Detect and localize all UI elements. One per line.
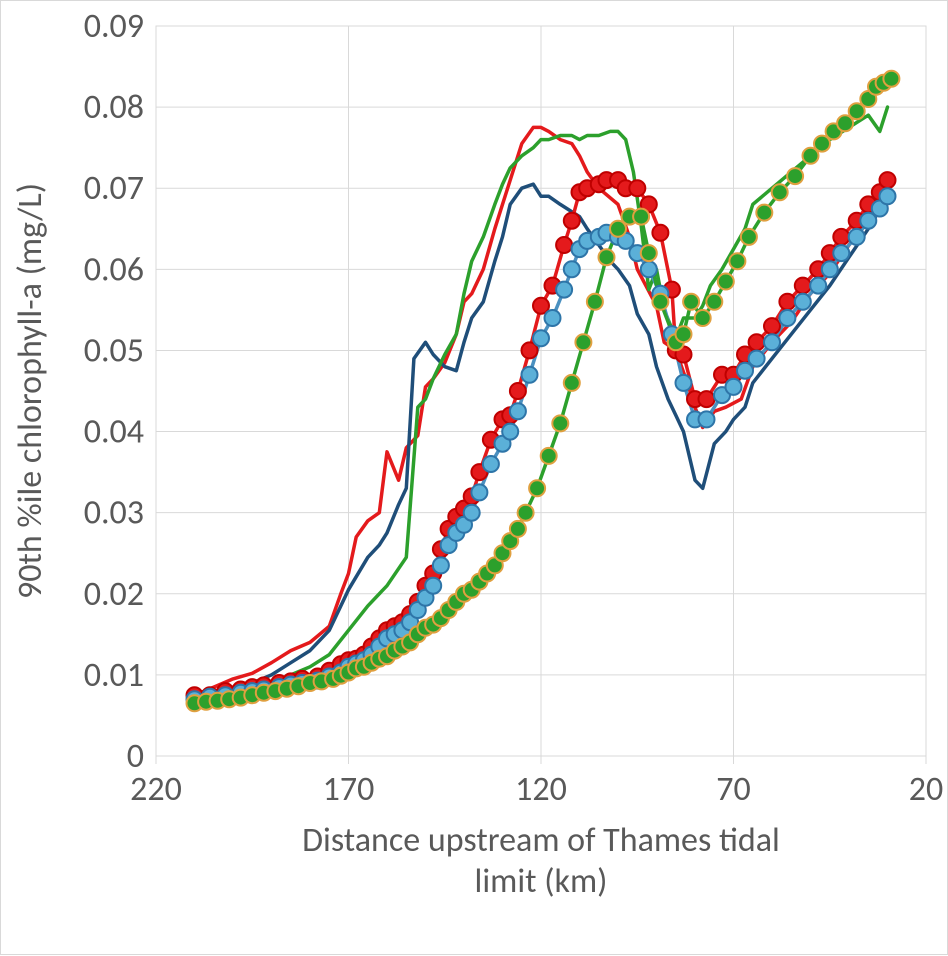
x-tick-label: 220 — [130, 769, 182, 810]
y-tick-label: 0.07 — [84, 168, 144, 209]
x-tick-label: 70 — [716, 769, 750, 810]
chart-svg: 00.010.020.030.040.050.060.070.080.09220… — [1, 1, 948, 956]
y-tick-label: 0.05 — [84, 330, 144, 371]
y-tick-label: 0.03 — [84, 493, 144, 534]
series-line-markers_green — [195, 79, 892, 704]
y-tick-label: 0.08 — [84, 87, 144, 128]
y-tick-label: 0.01 — [84, 655, 144, 696]
x-tick-label: 20 — [909, 769, 943, 810]
x-tick-label: 170 — [323, 769, 375, 810]
series-markers-markers_green — [187, 71, 900, 712]
y-tick-label: 0.02 — [84, 574, 144, 615]
y-tick-label: 0.09 — [84, 6, 144, 47]
chart-container: 00.010.020.030.040.050.060.070.080.09220… — [0, 0, 948, 955]
y-tick-label: 0.06 — [84, 249, 144, 290]
x-axis-title: Distance upstream of Thames tidallimit (… — [302, 820, 780, 902]
series-group — [187, 71, 900, 712]
y-axis-title: 90th %ile chlorophyll-a (mg/L) — [10, 183, 51, 599]
x-tick-label: 120 — [515, 769, 567, 810]
y-tick-label: 0.04 — [84, 412, 144, 453]
